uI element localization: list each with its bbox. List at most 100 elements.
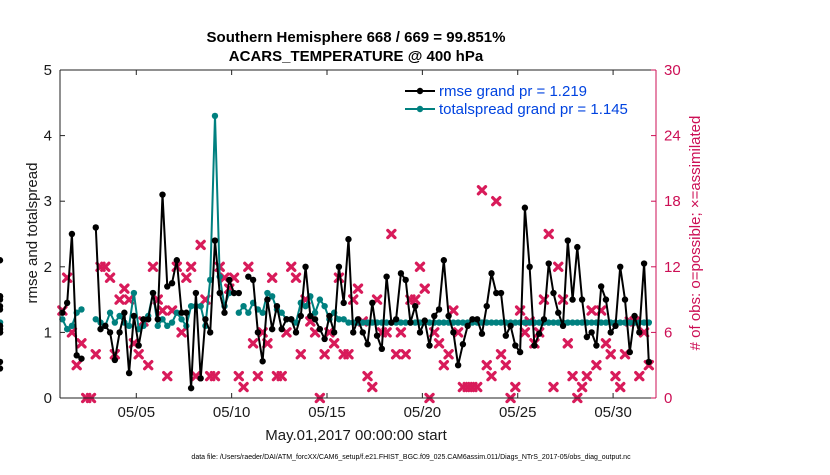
y-tick-label: 4 — [44, 128, 52, 145]
spread-point — [459, 319, 467, 326]
spread-point — [316, 296, 324, 303]
rmse-point — [164, 283, 171, 290]
obs-marker — [243, 261, 254, 272]
rmse-point — [159, 191, 166, 198]
rmse-point — [493, 289, 500, 297]
obs-marker — [133, 349, 144, 360]
rmse-point — [574, 243, 581, 251]
obs-marker — [181, 272, 192, 283]
obs-marker — [381, 327, 392, 338]
obs-marker — [147, 261, 159, 272]
spread-point — [597, 319, 605, 326]
rmse-point — [0, 358, 4, 366]
obs-marker — [276, 370, 287, 382]
rmse-point — [607, 329, 614, 336]
rmse-point — [450, 329, 457, 336]
x-tick-label: 05/05 — [118, 404, 156, 421]
spread-point — [154, 322, 161, 330]
rmse-point — [145, 316, 152, 323]
rmse-point — [168, 280, 176, 287]
spread-point — [574, 319, 581, 326]
x-tick-label: 05/30 — [594, 404, 632, 421]
spread-point — [497, 319, 505, 326]
spread-point — [159, 316, 166, 323]
obs-marker — [576, 381, 588, 393]
rmse-point — [0, 322, 4, 330]
rmse-point — [435, 306, 443, 313]
rmse-point — [102, 322, 109, 330]
obs-marker — [143, 360, 154, 371]
rmse-point — [512, 342, 519, 349]
rmse-point — [364, 341, 371, 348]
rmse-point — [335, 263, 343, 270]
obs-marker — [634, 370, 645, 382]
obs-marker — [290, 272, 302, 283]
rmse-point — [354, 316, 362, 323]
rmse-point — [307, 312, 314, 320]
spread-point — [578, 319, 586, 326]
obs-marker — [433, 338, 445, 349]
obs-marker — [472, 381, 483, 393]
rmse-point — [612, 322, 619, 330]
rmse-point — [516, 348, 524, 356]
rmse-point — [297, 312, 304, 320]
spread-point — [493, 319, 500, 326]
rmse-point — [116, 329, 123, 336]
rmse-point — [206, 329, 214, 336]
y-tick-label: 5 — [44, 62, 52, 79]
rmse-point — [259, 358, 266, 365]
rmse-point — [302, 263, 309, 270]
rmse-point — [578, 296, 586, 303]
rmse-point — [68, 230, 76, 238]
rmse-point — [474, 316, 481, 323]
rmse-point — [426, 342, 433, 349]
spread-point — [512, 319, 519, 326]
rmse-point — [369, 299, 376, 307]
spread-point — [521, 319, 529, 326]
spread-point — [402, 319, 409, 326]
rmse-point — [488, 270, 495, 277]
spread-point — [412, 319, 419, 326]
obs-marker — [176, 327, 187, 338]
rmse-point — [0, 329, 4, 336]
spread-point — [564, 319, 571, 326]
spread-point — [278, 309, 285, 316]
spread-point — [435, 319, 443, 326]
spread-point — [197, 302, 204, 310]
obs-marker — [448, 305, 459, 316]
rmse-point — [173, 257, 181, 264]
obs-marker — [562, 338, 573, 349]
spread-point — [569, 319, 576, 326]
x-tick-label: 05/10 — [213, 404, 251, 421]
rmse-point — [340, 299, 347, 307]
spread-point — [550, 319, 557, 326]
rmse-point — [311, 316, 319, 323]
obs-marker — [476, 185, 488, 196]
spread-point — [545, 319, 552, 326]
y2-tick-label: 30 — [664, 62, 681, 79]
rmse-point — [640, 260, 648, 267]
obs-marker — [209, 370, 221, 382]
rmse-point — [550, 289, 557, 297]
rmse-point — [345, 236, 352, 243]
rmse-point — [211, 237, 219, 244]
rmse-point — [202, 316, 209, 323]
obs-marker — [410, 294, 421, 305]
obs-marker — [452, 327, 464, 338]
spread-point — [335, 316, 343, 323]
rmse-point — [469, 316, 476, 323]
rmse-point — [545, 260, 552, 267]
rmse-point — [192, 289, 200, 297]
obs-marker — [195, 239, 206, 251]
y2-axis-label: # of obs: o=possible; ×=assimilated — [687, 116, 704, 351]
spread-point — [78, 306, 85, 313]
legend-label: totalspread grand pr = 1.145 — [439, 101, 628, 118]
rmse-point — [226, 276, 233, 284]
rmse-point — [583, 333, 591, 341]
y2-tick-label: 12 — [664, 259, 681, 276]
obs-marker — [386, 228, 397, 240]
rmse-point — [602, 296, 610, 303]
obs-marker — [491, 196, 502, 207]
rmse-point — [154, 316, 161, 323]
